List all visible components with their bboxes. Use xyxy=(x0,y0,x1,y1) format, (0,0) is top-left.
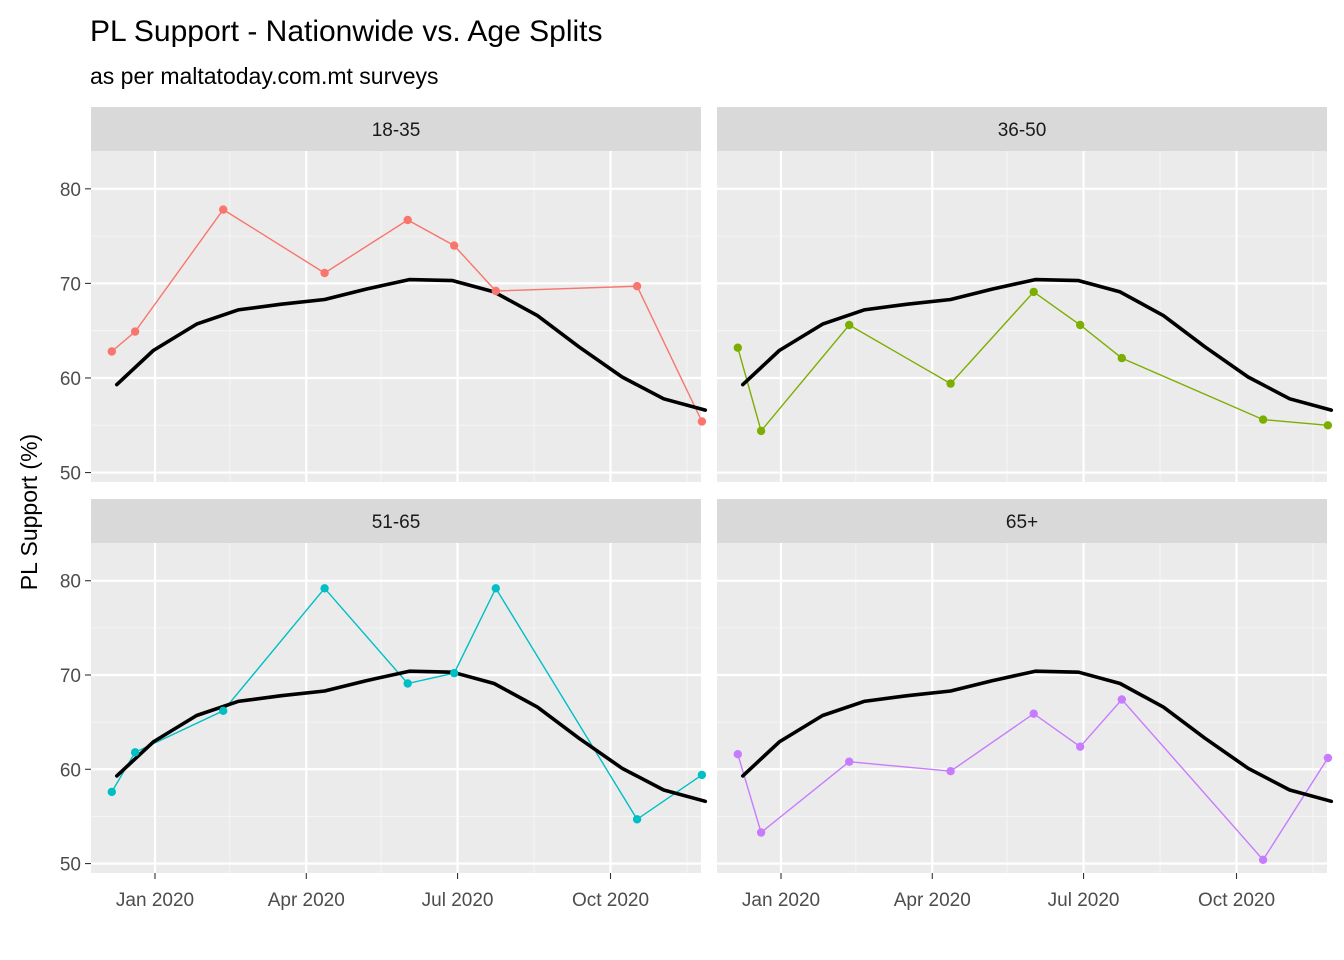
data-point xyxy=(107,347,117,356)
data-point xyxy=(845,320,854,330)
facet-strip-label: 51-65 xyxy=(372,512,421,533)
facet-strip xyxy=(717,107,1327,151)
data-point xyxy=(756,426,766,436)
facet-strip-label: 36-50 xyxy=(998,120,1047,141)
data-point xyxy=(403,215,412,225)
x-tick-label: Jul 2020 xyxy=(422,890,494,911)
data-point xyxy=(1117,695,1127,704)
data-point xyxy=(1323,421,1333,430)
x-tick-label: Apr 2020 xyxy=(894,890,971,911)
data-point xyxy=(946,767,955,776)
facet-strip xyxy=(91,499,701,543)
data-point xyxy=(632,282,642,291)
data-point xyxy=(107,787,117,797)
data-point xyxy=(845,757,854,766)
x-tick-label: Apr 2020 xyxy=(268,890,345,911)
data-point xyxy=(1117,353,1127,363)
y-tick-label: 70 xyxy=(60,666,81,687)
chart-subtitle: as per maltatoday.com.mt surveys xyxy=(90,63,439,89)
data-point xyxy=(697,770,707,780)
data-point xyxy=(1029,287,1038,297)
data-point xyxy=(130,748,140,757)
x-tick-label: Jul 2020 xyxy=(1048,890,1120,911)
facet-strip xyxy=(717,499,1327,543)
y-tick-label: 50 xyxy=(60,855,81,876)
facet-strip-label: 65+ xyxy=(1006,512,1038,533)
data-point xyxy=(320,584,329,593)
nationwide-trend-line xyxy=(115,669,708,804)
nationwide-trend-line xyxy=(115,277,708,412)
data-point xyxy=(219,205,228,214)
data-point xyxy=(756,828,766,837)
panel-36-50: 36-50 xyxy=(717,107,1334,482)
x-tick-label: Jan 2020 xyxy=(116,890,194,911)
y-axis-title: PL Support (%) xyxy=(16,434,42,590)
data-point xyxy=(733,750,742,759)
facet-strip xyxy=(91,107,701,151)
nationwide-trend-line xyxy=(740,277,1334,412)
y-tick-label: 80 xyxy=(60,572,81,593)
data-point xyxy=(632,815,642,824)
y-tick-label: 70 xyxy=(60,274,81,295)
data-point xyxy=(946,379,955,388)
data-point xyxy=(450,241,459,250)
data-point xyxy=(1029,709,1038,718)
data-point xyxy=(219,706,228,715)
panel-18-35: 18-35 50 60 70 80 xyxy=(60,107,708,485)
data-point xyxy=(697,417,707,426)
data-point xyxy=(1323,753,1333,763)
x-tick-label: Oct 2020 xyxy=(1198,890,1275,911)
data-point xyxy=(491,286,500,296)
nationwide-trend-line xyxy=(740,669,1334,804)
data-point xyxy=(320,268,329,278)
x-tick-label: Oct 2020 xyxy=(572,890,649,911)
x-tick-label: Jan 2020 xyxy=(742,890,820,911)
data-point xyxy=(1076,320,1085,330)
panel-51-65: 51-65 50 60 70 80 Jan 2020 Apr 2020 Jul 2020 Oct… xyxy=(60,499,708,911)
data-point xyxy=(130,327,140,336)
panel-65plus: 65+ Jan 2020 Apr 2020 Jul 2020 Oct 2020 xyxy=(717,499,1334,911)
data-point xyxy=(1076,742,1085,751)
panel-background xyxy=(717,151,1327,482)
data-point xyxy=(403,679,412,688)
facet-strip-label: 18-35 xyxy=(372,120,421,141)
panel-background xyxy=(91,543,701,873)
data-point xyxy=(1258,415,1268,424)
y-tick-label: 60 xyxy=(60,369,81,390)
data-point xyxy=(450,668,459,678)
facet-panels: 18-35 50 60 70 80 36-50 51-65 50 60 70 80 Jan 2020 A… xyxy=(60,107,1334,911)
data-point xyxy=(491,584,500,593)
y-tick-label: 80 xyxy=(60,180,81,201)
y-tick-label: 50 xyxy=(60,464,81,485)
chart-title: PL Support - Nationwide vs. Age Splits xyxy=(90,15,603,48)
data-point xyxy=(733,343,742,352)
y-tick-label: 60 xyxy=(60,760,81,781)
data-point xyxy=(1258,855,1268,864)
panel-background xyxy=(91,151,701,482)
